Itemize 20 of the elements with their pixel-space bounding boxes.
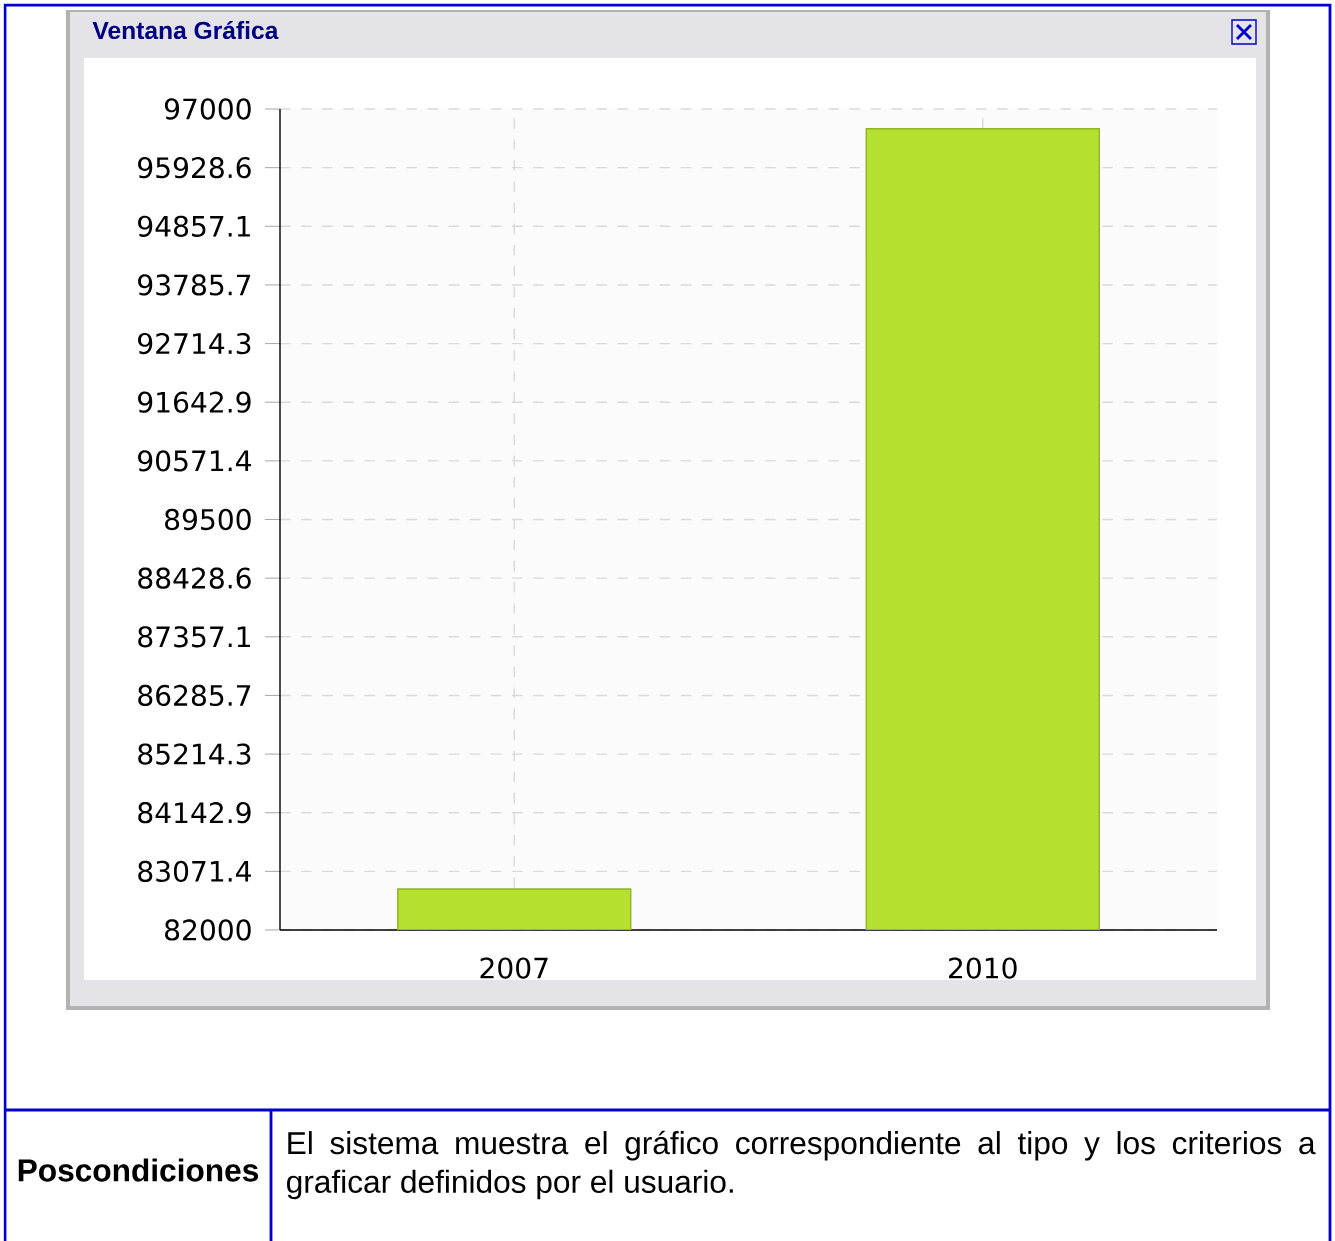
y-tick-label: 89500 <box>165 508 251 531</box>
y-tick-label: 94857.1 <box>138 215 250 237</box>
x-tick-label: 2007 <box>480 957 548 979</box>
text: El sistema muestra el gráfico correspondiente al tipo y los criterios a graficar definidos por el usuario. <box>287 1130 1316 1200</box>
y-tick-label: 92714.3 <box>138 332 251 355</box>
y-tick-label: 86285.7 <box>138 684 251 707</box>
x-tick-label: 2010 <box>949 957 1017 979</box>
y-tick-label: 97000 <box>164 98 251 120</box>
y-tick-label: 83071.4 <box>138 860 251 882</box>
y-tick-label: 84142.9 <box>138 802 251 824</box>
text: Poscondiciones <box>18 1158 259 1182</box>
y-tick-label: 90571.4 <box>138 450 251 472</box>
y-tick-label: 82000 <box>165 919 251 941</box>
chart-title: Ventana Gráfica <box>92 20 279 40</box>
y-tick-label: 91642.9 <box>138 391 251 413</box>
y-tick-label: 88428.6 <box>138 567 251 589</box>
y-tick-label: 85214.3 <box>138 743 251 765</box>
y-tick-label: 93785.7 <box>138 274 251 296</box>
y-tick-label: 87357.1 <box>138 626 250 648</box>
y-tick-label: 95928.6 <box>138 156 251 179</box>
